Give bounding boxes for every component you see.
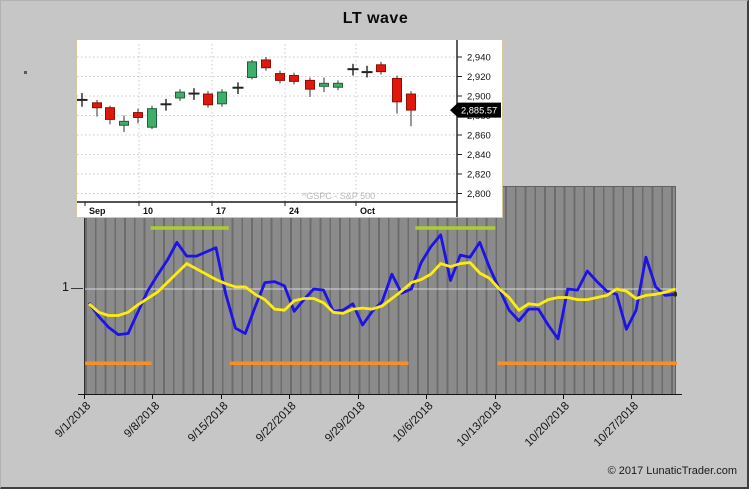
price-tick-label: 2,800 <box>467 189 491 200</box>
price-tick-label: 2,860 <box>467 131 491 142</box>
x-axis-tick-mark <box>494 394 496 399</box>
blue-wave-line <box>87 233 676 341</box>
price-tick-label: 2,920 <box>467 72 491 83</box>
price-tick-label: 2,940 <box>467 53 491 64</box>
price-inset-chart: 2,9402,9202,9002,8802,8602,8402,8202,800… <box>76 39 503 218</box>
x-axis-tick-mark <box>563 394 564 399</box>
price-tick-label: 2,900 <box>467 92 491 103</box>
candle-down <box>305 79 315 90</box>
page-title: LT wave <box>342 10 409 27</box>
last-price-badge-label: 2,885.57 <box>461 106 497 116</box>
inset-x-tick-label: 24 <box>289 206 299 216</box>
x-axis-date-label-text: 9/8/2018 <box>121 400 162 441</box>
x-axis-date-label-text: 10/13/2018 <box>454 400 505 450</box>
x-axis-tick-mark <box>631 394 633 399</box>
candle-up <box>319 82 329 87</box>
candle-down <box>392 77 402 103</box>
x-axis-tick-mark <box>152 394 154 399</box>
y-axis-tick-label: 1 <box>62 280 69 294</box>
x-axis-date-label-text: 10/27/2018 <box>591 400 641 450</box>
candlestick-chart: 2,9402,9202,9002,8802,8602,8402,8202,800… <box>76 40 501 217</box>
candle-up <box>217 91 227 105</box>
x-axis-tick-mark <box>220 394 222 399</box>
symbol-watermark: ^GSPC - S&P 500 <box>302 191 375 201</box>
candle-down <box>92 102 102 109</box>
lt-wave-series <box>85 226 677 365</box>
x-axis-tick-mark <box>289 394 291 399</box>
copyright-text: © 2017 LunaticTrader.com <box>607 465 737 477</box>
candle-up <box>247 61 257 78</box>
yellow-wave-line <box>88 261 676 317</box>
inset-x-tick-label: 17 <box>216 206 226 216</box>
candle-down <box>261 59 271 69</box>
candle-down <box>203 93 213 106</box>
inset-x-tick-label: Oct <box>360 206 375 216</box>
inset-x-tick-label: Sep <box>89 206 106 216</box>
x-axis-date-label-text: 9/22/2018 <box>254 400 299 445</box>
inset-x-tick-label: 10 <box>143 206 153 216</box>
candle-down <box>105 107 115 120</box>
stray-mark <box>24 71 27 74</box>
lt-wave-plot-area <box>84 186 677 394</box>
price-tick-label: 2,820 <box>467 170 491 181</box>
x-axis-tick-mark <box>84 394 85 399</box>
x-axis-date-label-text: 10/6/2018 <box>390 400 436 445</box>
candle-down <box>133 112 143 118</box>
series-end-marker <box>672 291 677 297</box>
y-axis-tick-mark <box>71 288 83 289</box>
x-axis-date-label-text: 10/20/2018 <box>523 400 573 450</box>
x-axis-tick-mark <box>426 394 428 399</box>
x-axis-date-label-text: 9/29/2018 <box>322 400 368 445</box>
candle-down <box>289 75 299 82</box>
last-price-badge <box>450 102 501 118</box>
price-tick-label: 2,840 <box>467 150 491 161</box>
x-axis-date-label-text: 9/15/2018 <box>185 400 231 445</box>
candle-down <box>376 64 386 73</box>
candle-up <box>175 91 185 99</box>
x-axis-line <box>78 394 682 395</box>
x-axis-date-label-text: 9/1/2018 <box>53 400 94 441</box>
x-axis-tick-mark <box>357 394 359 399</box>
candle-up <box>147 108 157 128</box>
candle-down <box>406 93 416 111</box>
candle-up <box>119 120 129 126</box>
candle-down <box>275 73 285 81</box>
candle-up <box>333 82 343 88</box>
